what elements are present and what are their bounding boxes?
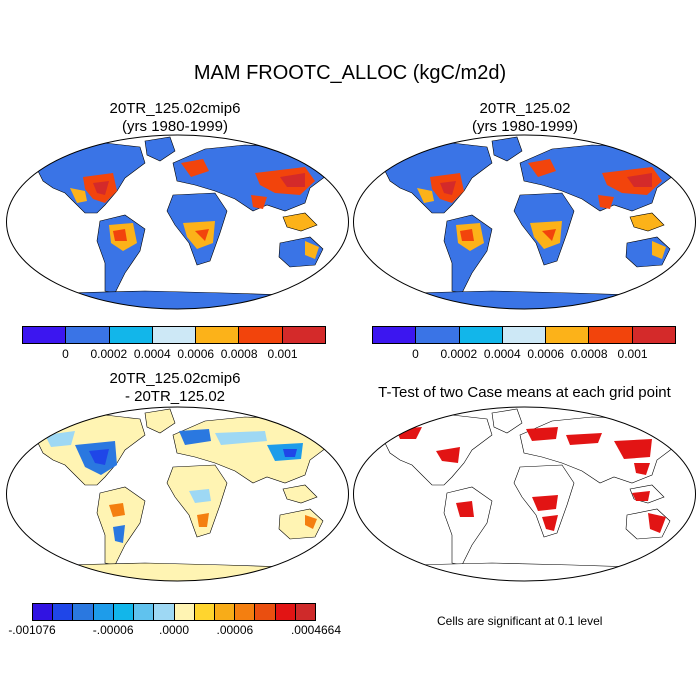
- panel1-title: 20TR_125.02cmip6: [109, 100, 241, 117]
- colorbar-tick-label: 0.0006: [527, 347, 565, 361]
- colorbar-tick-label: 0.0006: [177, 347, 215, 361]
- colorbar-main-left-swatch: [239, 327, 283, 343]
- panel3-title: 20TR_125.02cmip6: [109, 370, 241, 387]
- colorbar-tick-label: 0: [412, 347, 419, 361]
- colorbar-main-right-swatch: [373, 327, 417, 343]
- colorbar-diff-swatch: [134, 604, 155, 620]
- colorbar-main-left-swatch: [152, 327, 197, 343]
- panel2-title: 20TR_125.02: [479, 100, 571, 117]
- colorbar-diff-swatch: [113, 604, 135, 620]
- colorbar-diff-tick-label: .0004664: [290, 623, 342, 637]
- colorbar-main-right-swatch: [632, 327, 675, 343]
- colorbar-main-left-swatch: [196, 327, 240, 343]
- colorbar-diff-swatch: [275, 604, 296, 620]
- colorbar-diff-swatch: [93, 604, 114, 620]
- colorbar-diff-tick-label: .00006: [216, 623, 254, 637]
- colorbar-diff-swatch: [33, 604, 54, 620]
- colorbar-main-right-swatch: [502, 327, 547, 343]
- colorbar-tick-label: 0.0004: [133, 347, 171, 361]
- colorbar-main-right-swatch: [589, 327, 633, 343]
- map-panel-1: [6, 134, 349, 310]
- colorbar-main-left: [22, 326, 326, 344]
- colorbar-main-right-swatch: [416, 327, 460, 343]
- colorbar-diff-swatch: [154, 604, 175, 620]
- panel1-subtitle: (yrs 1980-1999): [122, 118, 228, 135]
- colorbar-diff-swatch: [295, 604, 316, 620]
- colorbar-tick-label: 0.001: [267, 347, 298, 361]
- map-panel-3: [6, 406, 349, 582]
- colorbar-main-right-swatch: [459, 327, 503, 343]
- colorbar-main-left-swatch: [23, 327, 67, 343]
- figure-title: MAM FROOTC_ALLOC (kgC/m2d): [193, 62, 507, 84]
- colorbar-diff-tick-label: -.001076: [8, 623, 56, 637]
- colorbar-tick-label: 0.0008: [570, 347, 608, 361]
- colorbar-diff-swatch: [194, 604, 215, 620]
- colorbar-tick-label: 0.0004: [483, 347, 521, 361]
- colorbar-tick-label: 0.001: [617, 347, 648, 361]
- colorbar-diff-swatch: [235, 604, 256, 620]
- colorbar-diff-swatch: [53, 604, 74, 620]
- colorbar-diff-swatch: [214, 604, 236, 620]
- panel3-subtitle: - 20TR_125.02: [124, 388, 226, 405]
- colorbar-main-left-swatch: [282, 327, 325, 343]
- colorbar-diff-tick-label: -.00006: [92, 623, 134, 637]
- map-panel-2: [353, 134, 696, 310]
- colorbar-main-left-swatch: [109, 327, 153, 343]
- colorbar-diff-swatch: [73, 604, 94, 620]
- colorbar-main-right-swatch: [546, 327, 590, 343]
- colorbar-tick-label: 0.0002: [440, 347, 478, 361]
- significance-note: Cells are significant at 0.1 level: [437, 614, 603, 628]
- colorbar-diff: [32, 603, 316, 621]
- panel4-title: T-Test of two Case means at each grid po…: [378, 384, 671, 401]
- map-panel-4: [353, 406, 696, 582]
- colorbar-tick-label: 0.0008: [220, 347, 258, 361]
- colorbar-diff-swatch: [174, 604, 195, 620]
- colorbar-main-left-swatch: [66, 327, 110, 343]
- colorbar-diff-swatch: [255, 604, 276, 620]
- colorbar-main-right: [372, 326, 676, 344]
- panel2-subtitle: (yrs 1980-1999): [472, 118, 578, 135]
- colorbar-tick-label: 0: [62, 347, 69, 361]
- colorbar-diff-tick-label: .0000: [158, 623, 190, 637]
- colorbar-tick-label: 0.0002: [90, 347, 128, 361]
